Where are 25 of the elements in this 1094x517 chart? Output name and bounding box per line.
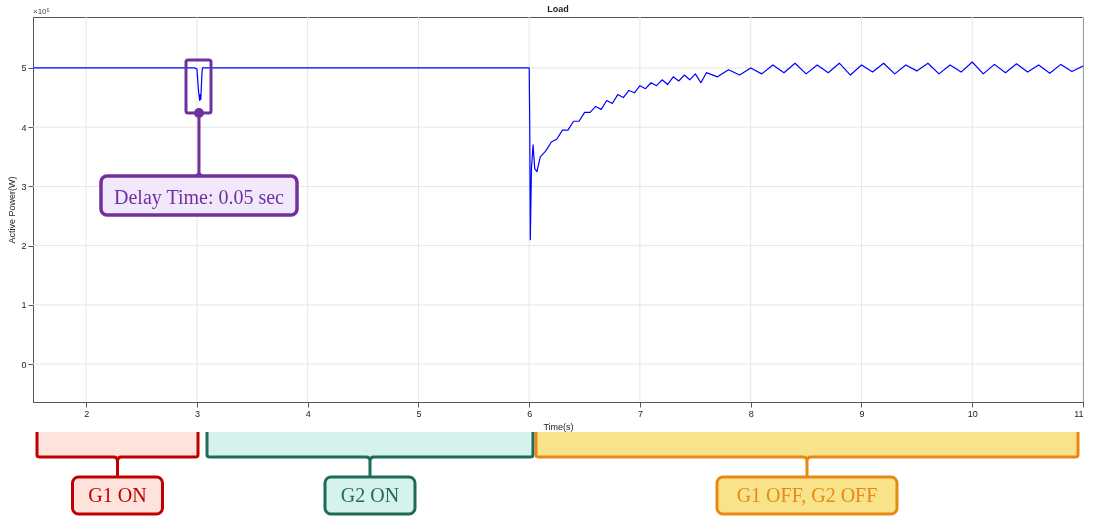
y-tick-label: 4 <box>21 122 27 133</box>
x-tick-label: 8 <box>748 408 754 419</box>
x-tick-label: 6 <box>527 408 533 419</box>
y-tick-label: 3 <box>21 181 27 192</box>
y-tick-label: 1 <box>21 300 27 311</box>
annotation: Delay Time: 0.05 sec <box>114 186 285 209</box>
x-tick-label: 5 <box>416 408 422 419</box>
text: G1 OFF, G2 OFF <box>736 484 878 506</box>
y-axis-title: Active Power(W) <box>7 176 18 244</box>
text: G1 ON <box>88 484 147 506</box>
text: ×10⁵ <box>33 7 50 16</box>
line-series <box>33 61 1083 241</box>
y-tick-label: 2 <box>21 241 27 252</box>
y-tick-label: 5 <box>21 63 27 74</box>
x-tick-label: 11 <box>1074 408 1084 419</box>
x-tick-label: 9 <box>859 408 865 419</box>
x-tick-label: 4 <box>305 408 311 419</box>
text: G2 ON <box>340 484 400 506</box>
x-tick-label: 10 <box>967 408 978 419</box>
x-tick-label: 3 <box>194 408 200 419</box>
y-tick-label: 0 <box>21 359 27 370</box>
chart-title: Load <box>547 4 569 14</box>
x-tick-label: 2 <box>84 408 90 419</box>
x-axis-title: Time(s) <box>543 421 574 432</box>
x-tick-label: 7 <box>637 408 643 419</box>
